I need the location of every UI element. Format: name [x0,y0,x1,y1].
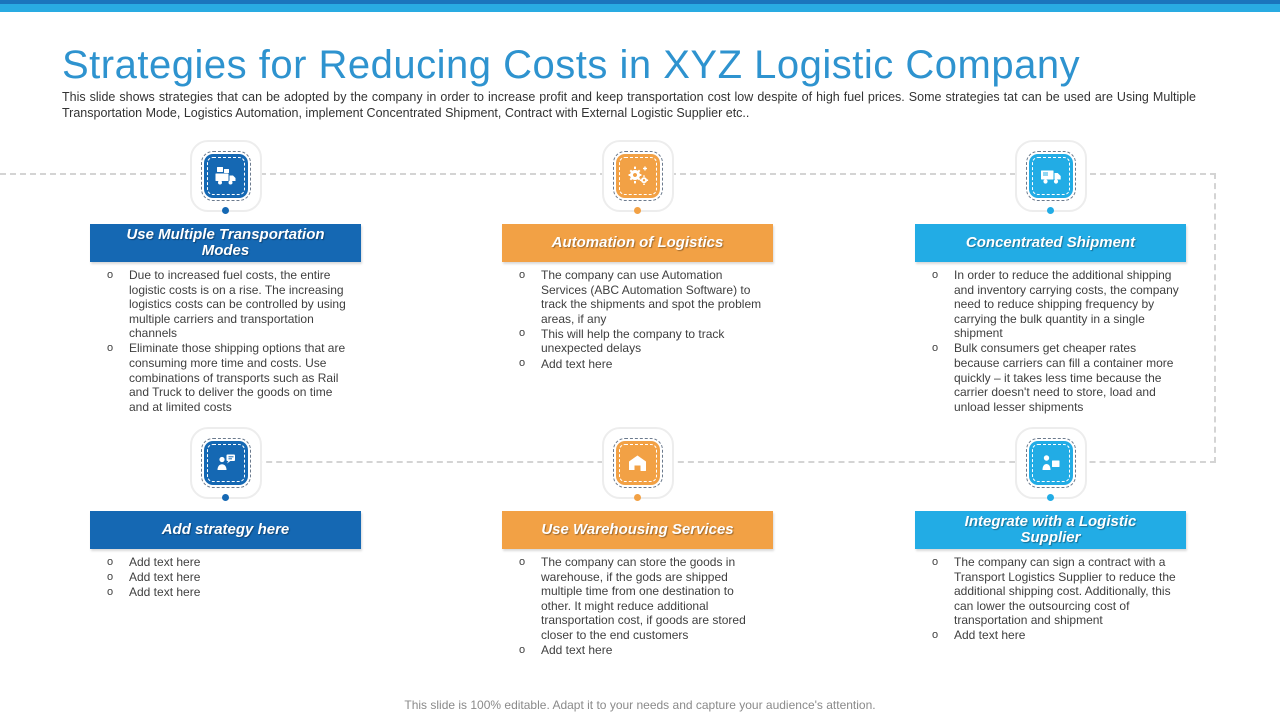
bullet-item: Add text here [96,570,354,585]
slide-description: This slide shows strategies that can be … [62,89,1196,121]
editable-note: This slide is 100% editable. Adapt it to… [404,698,876,712]
bullet-item: Bulk consumers get cheaper rates because… [921,341,1179,414]
bullet-item: The company can store the goods in wareh… [508,555,766,643]
bullet-item: Add text here [921,628,1179,643]
connector-line-bottom [226,461,1216,463]
strategy-title: Automation of Logistics [551,233,724,251]
transport-modes-trucks-icon [189,140,262,212]
connector-line-right [1214,173,1216,463]
connector-dot [634,207,641,214]
strategy-bullet-list: The company can store the goods in wareh… [508,555,766,658]
strategy-header: Concentrated Shipment [915,224,1186,262]
strategy-bullet-list: In order to reduce the additional shippi… [921,268,1179,415]
strategy-header: Automation of Logistics [502,224,773,262]
bullet-item: Add text here [508,643,766,658]
connector-dot [634,494,641,501]
top-accent-bar-dark [0,0,1280,4]
bullet-item: In order to reduce the additional shippi… [921,268,1179,341]
warehouse-icon [601,427,674,499]
automation-gears-icon [601,140,674,212]
connector-dot [222,207,229,214]
bullet-item: The company can use Automation Services … [508,267,766,326]
strategy-title: Add strategy here [161,520,290,538]
strategy-bullet-list: Due to increased fuel costs, the entire … [96,268,354,415]
strategy-header: Integrate with a Logistic Supplier [915,511,1186,549]
connector-dot [1047,494,1054,501]
strategy-header: Add strategy here [90,511,361,549]
strategy-bullet-list: Add text hereAdd text hereAdd text here [96,555,354,600]
strategy-title: Integrate with a Logistic Supplier [964,512,1137,546]
top-accent-bar-cyan [0,4,1280,12]
strategy-title: Use Multiple Transportation Modes [126,225,325,259]
bullet-item: The company can sign a contract with a T… [921,555,1179,628]
strategy-bullet-list: The company can use Automation Services … [508,267,766,372]
person-chat-icon [189,427,262,499]
connector-dot [1047,207,1054,214]
strategy-title: Concentrated Shipment [965,233,1136,251]
bullet-item: Add text here [96,585,354,600]
connector-dot [222,494,229,501]
page-title: Strategies for Reducing Costs in XYZ Log… [62,42,1081,87]
strategy-header: Use Warehousing Services [502,511,773,549]
strategy-title: Use Warehousing Services [541,520,734,538]
bullet-item: Add text here [508,356,766,372]
bullet-item: This will help the company to track unex… [508,326,766,356]
bullet-item: Eliminate those shipping options that ar… [96,341,354,414]
bullet-item: Add text here [96,555,354,570]
person-box-supplier-icon [1014,427,1087,499]
shipment-truck-icon [1014,140,1087,212]
bullet-item: Due to increased fuel costs, the entire … [96,268,354,341]
strategy-header: Use Multiple Transportation Modes [90,224,361,262]
strategy-bullet-list: The company can sign a contract with a T… [921,555,1179,644]
